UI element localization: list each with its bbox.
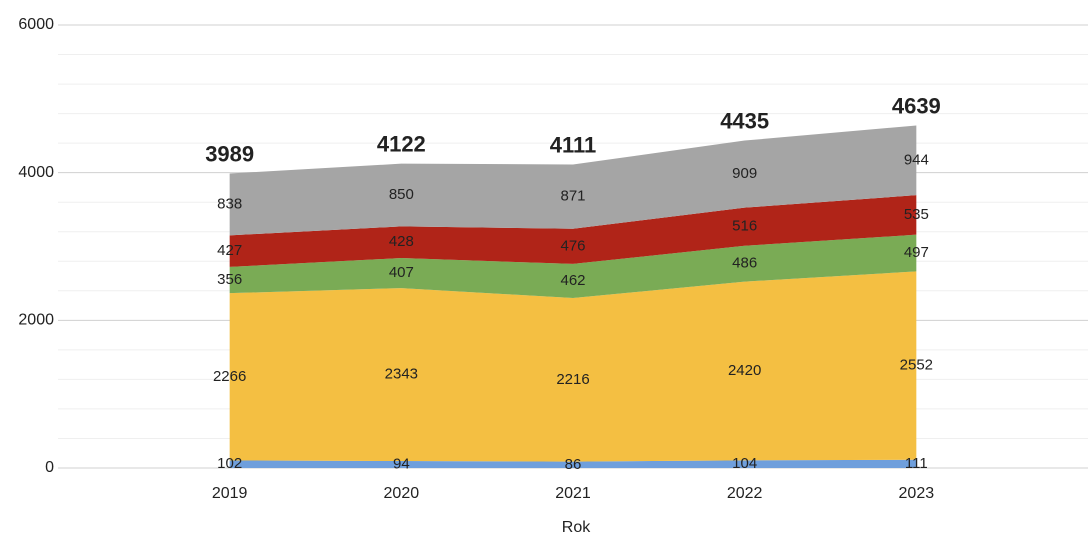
value-label: 2420 — [728, 362, 761, 379]
value-label: 102 — [217, 455, 242, 472]
value-label: 2266 — [213, 368, 246, 385]
value-label: 2343 — [385, 366, 418, 383]
x-tick-label: 2022 — [727, 485, 763, 502]
value-label: 516 — [732, 218, 757, 235]
value-label: 497 — [904, 244, 929, 261]
x-tick-label: 2023 — [899, 485, 935, 502]
value-label: 111 — [905, 455, 928, 472]
value-label: 2552 — [900, 357, 933, 374]
value-label: 850 — [389, 186, 414, 203]
total-label: 4639 — [892, 93, 941, 118]
value-label: 86 — [565, 456, 582, 473]
area — [229, 234, 917, 299]
area — [229, 125, 917, 236]
x-axis-label: Rok — [562, 519, 591, 536]
value-label: 356 — [217, 271, 242, 288]
value-label: 476 — [560, 237, 585, 254]
value-label: 909 — [732, 165, 757, 182]
area — [229, 459, 917, 468]
value-label: 871 — [560, 188, 585, 205]
value-label: 462 — [560, 272, 585, 289]
total-label: 4122 — [377, 131, 426, 156]
x-tick-label: 2020 — [384, 485, 420, 502]
value-label: 427 — [217, 242, 242, 259]
value-label: 944 — [904, 151, 929, 168]
y-tick-label: 6000 — [18, 16, 54, 33]
y-tick-label: 4000 — [18, 164, 54, 181]
y-tick-label: 2000 — [18, 312, 54, 329]
area — [229, 195, 917, 267]
value-label: 104 — [732, 455, 757, 472]
value-label: 535 — [904, 206, 929, 223]
area — [229, 271, 917, 462]
value-label: 94 — [393, 455, 410, 472]
total-label: 4111 — [550, 132, 597, 157]
x-tick-label: 2019 — [212, 485, 248, 502]
value-label: 838 — [217, 195, 242, 212]
x-tick-label: 2021 — [555, 485, 591, 502]
total-label: 3989 — [205, 141, 254, 166]
value-label: 428 — [389, 233, 414, 250]
y-tick-label: 0 — [45, 459, 54, 476]
value-label: 407 — [389, 264, 414, 281]
value-label: 486 — [732, 255, 757, 272]
total-label: 4435 — [720, 108, 769, 133]
value-label: 2216 — [556, 371, 589, 388]
